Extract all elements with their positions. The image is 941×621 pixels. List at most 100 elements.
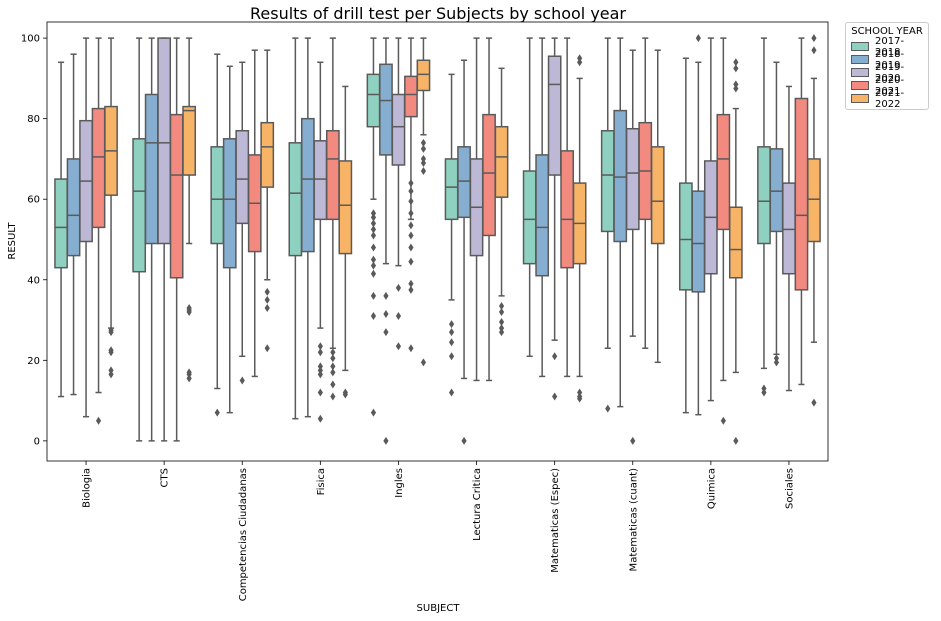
outlier-point xyxy=(108,366,114,375)
box-iqr xyxy=(288,142,303,257)
box-2017-2018 xyxy=(132,37,147,442)
outlier-point xyxy=(395,312,402,321)
outlier-point xyxy=(733,58,739,67)
box-2017-2018 xyxy=(366,37,381,417)
legend-item: 2019-2020 xyxy=(851,62,923,84)
box-iqr xyxy=(757,146,771,245)
box-iqr xyxy=(807,158,821,243)
outlier-point xyxy=(420,138,427,147)
outlier-point xyxy=(408,187,414,196)
outlier-point xyxy=(577,58,583,67)
box-iqr xyxy=(379,63,393,156)
outlier-point xyxy=(498,318,505,327)
box-iqr xyxy=(613,109,628,243)
box-2017-2018 xyxy=(210,53,225,417)
box-2018-2019 xyxy=(222,65,237,414)
x-tick-label: Fisica xyxy=(316,468,327,495)
box-2020-2021 xyxy=(560,37,575,378)
outlier-point xyxy=(370,213,377,222)
box-series xyxy=(54,34,821,445)
legend-swatch xyxy=(851,55,869,64)
outlier-point xyxy=(108,328,114,337)
outlier-point xyxy=(264,303,270,312)
legend-label: 2019-2020 xyxy=(875,61,905,84)
x-tick-label: CTS xyxy=(160,468,171,487)
outlier-point xyxy=(577,394,583,403)
outlier-point xyxy=(408,179,414,188)
box-2018-2019 xyxy=(379,37,393,445)
legend-label: 2017-2018 xyxy=(875,35,905,58)
outlier-point xyxy=(370,312,377,321)
outlier-point xyxy=(733,64,739,73)
box-iqr xyxy=(210,146,225,245)
legend-swatch xyxy=(851,42,869,51)
outlier-point xyxy=(370,255,377,264)
y-tick-label: 40 xyxy=(27,275,40,286)
x-axis-label: SUBJECT xyxy=(417,603,461,614)
box-2017-2018 xyxy=(444,73,459,397)
outlier-point xyxy=(317,370,323,379)
x-tick-label: Matematicas (Espec) xyxy=(550,468,561,573)
box-2021-2022 xyxy=(494,67,509,337)
outlier-point xyxy=(370,408,377,417)
box-2019-2020 xyxy=(313,61,328,423)
box-2018-2019 xyxy=(300,37,315,418)
box-2018-2019 xyxy=(66,53,81,396)
outlier-point xyxy=(498,324,505,333)
outlier-point xyxy=(448,320,455,329)
outlier-point xyxy=(370,225,377,234)
box-iqr xyxy=(457,146,471,219)
y-axis-label: RESULT xyxy=(7,221,18,259)
box-iqr xyxy=(482,113,496,237)
outlier-point xyxy=(383,328,389,337)
legend-label: 2021-2022 xyxy=(875,87,905,110)
outlier-point xyxy=(811,34,817,43)
box-2017-2018 xyxy=(522,37,537,358)
box-iqr xyxy=(313,140,328,221)
outlier-point xyxy=(811,46,817,55)
outlier-point xyxy=(395,342,402,351)
box-iqr xyxy=(300,117,315,253)
legend-item: 2020-2021 xyxy=(851,75,923,97)
outlier-point xyxy=(448,388,455,397)
box-2021-2022 xyxy=(650,49,665,364)
box-iqr xyxy=(144,93,159,245)
outlier-point xyxy=(630,436,636,445)
box-iqr xyxy=(366,73,381,128)
outlier-point xyxy=(370,291,377,300)
outlier-point xyxy=(408,279,414,288)
box-2018-2019 xyxy=(144,37,159,442)
outlier-point xyxy=(420,144,427,153)
legend-label: 2020-2021 xyxy=(875,74,905,97)
box-iqr xyxy=(235,129,250,225)
box-iqr xyxy=(625,127,640,231)
box-2020-2021 xyxy=(794,37,809,386)
legend: SCHOOL YEAR 2017-2018 2018-2019 2019-2020 2… xyxy=(845,22,929,110)
box-iqr xyxy=(169,113,184,279)
outlier-point xyxy=(317,366,323,375)
outlier-point xyxy=(720,416,726,425)
legend-swatch xyxy=(851,94,869,103)
box-iqr xyxy=(66,158,81,257)
outlier-point xyxy=(552,392,558,401)
outlier-point xyxy=(461,436,467,445)
outlier-point xyxy=(448,328,455,337)
outlier-point xyxy=(552,352,558,361)
outlier-point xyxy=(342,390,348,399)
outlier-point xyxy=(577,388,583,397)
outlier-point xyxy=(695,34,701,43)
box-2021-2022 xyxy=(728,58,743,445)
outlier-point xyxy=(408,285,414,294)
outlier-point xyxy=(811,398,817,407)
legend-label: 2018-2019 xyxy=(875,48,905,71)
box-2018-2019 xyxy=(691,34,706,416)
outlier-point xyxy=(761,384,767,393)
box-iqr xyxy=(650,146,665,245)
box-2021-2022 xyxy=(104,37,118,379)
box-iqr xyxy=(535,154,550,277)
outlier-point xyxy=(186,307,192,316)
box-iqr xyxy=(769,148,784,233)
x-tick-label: Sociales xyxy=(784,468,795,509)
legend-swatch xyxy=(851,81,869,90)
outlier-point xyxy=(239,376,245,385)
